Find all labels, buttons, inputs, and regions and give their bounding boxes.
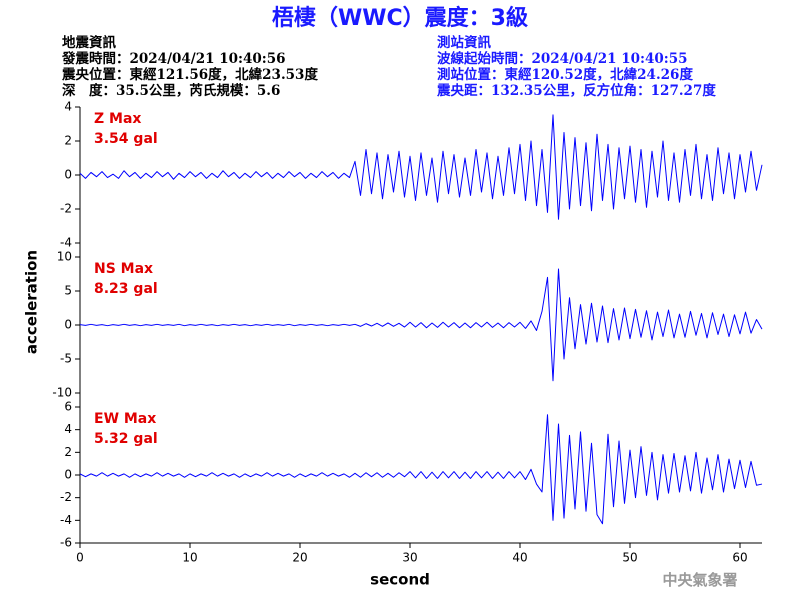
info-line: 震央位置：東經121.56度，北緯23.53度: [61, 66, 318, 83]
x-tick-label: 40: [512, 551, 527, 565]
chart-title: 梧棲（WWC）震度：3級: [272, 5, 528, 31]
y-tick-label: -2: [60, 202, 72, 216]
y-tick-label: 6: [64, 400, 72, 414]
y-tick-label: 10: [57, 250, 72, 264]
info-line: 測站位置：東經120.52度，北緯24.26度: [437, 66, 693, 83]
y-tick-label: 4: [64, 422, 72, 436]
watermark: 中央氣象署: [662, 571, 737, 589]
waveform: [79, 114, 763, 220]
y-tick-label: 0: [64, 318, 72, 332]
y-tick-label: 5: [64, 284, 72, 298]
info-line: 地震資訊: [62, 34, 116, 51]
y-tick-label: -4: [60, 513, 72, 527]
y-tick-label: -6: [60, 536, 72, 550]
x-tick-label: 10: [182, 551, 197, 565]
station-info: 測站資訊 波線起始時間：2024/04/21 10:40:55 測站位置：東經1…: [436, 34, 716, 99]
info-line: 測站資訊: [437, 34, 491, 51]
y-tick-label: 0: [64, 168, 72, 182]
y-tick-label: 4: [64, 100, 72, 114]
info-line: 發震時間：2024/04/21 10:40:56: [61, 50, 286, 67]
info-line: 波線起始時間：2024/04/21 10:40:55: [437, 50, 688, 67]
x-axis-label: second: [370, 571, 430, 589]
annotation: NS Max: [94, 261, 153, 277]
waveform: [79, 268, 763, 382]
annotation: 5.32 gal: [94, 431, 158, 447]
annotation: EW Max: [94, 411, 156, 427]
y-tick-label: -10: [52, 386, 72, 400]
x-tick-label: 20: [292, 551, 307, 565]
event-info: 地震資訊 發震時間：2024/04/21 10:40:56 震央位置：東經121…: [61, 34, 318, 99]
y-tick-label: 2: [64, 134, 72, 148]
x-tick-label: 60: [732, 551, 747, 565]
x-tick-label: 30: [402, 551, 417, 565]
y-tick-label: 2: [64, 445, 72, 459]
annotation: Z Max: [94, 111, 141, 127]
annotation: 8.23 gal: [94, 281, 158, 297]
x-tick-label: 0: [76, 551, 84, 565]
waveform: [79, 414, 763, 525]
y-tick-label: -5: [60, 352, 72, 366]
info-line: 深 度：35.5公里，芮氏規模：5.6: [62, 82, 280, 99]
x-tick-label: 50: [622, 551, 637, 565]
y-tick-label: 0: [64, 468, 72, 482]
annotation: 3.54 gal: [94, 131, 158, 147]
y-tick-label: -4: [60, 236, 72, 250]
y-axis-label: acceleration: [23, 250, 41, 354]
y-tick-label: -2: [60, 490, 72, 504]
info-line: 震央距：132.35公里，反方位角：127.27度: [436, 82, 716, 99]
